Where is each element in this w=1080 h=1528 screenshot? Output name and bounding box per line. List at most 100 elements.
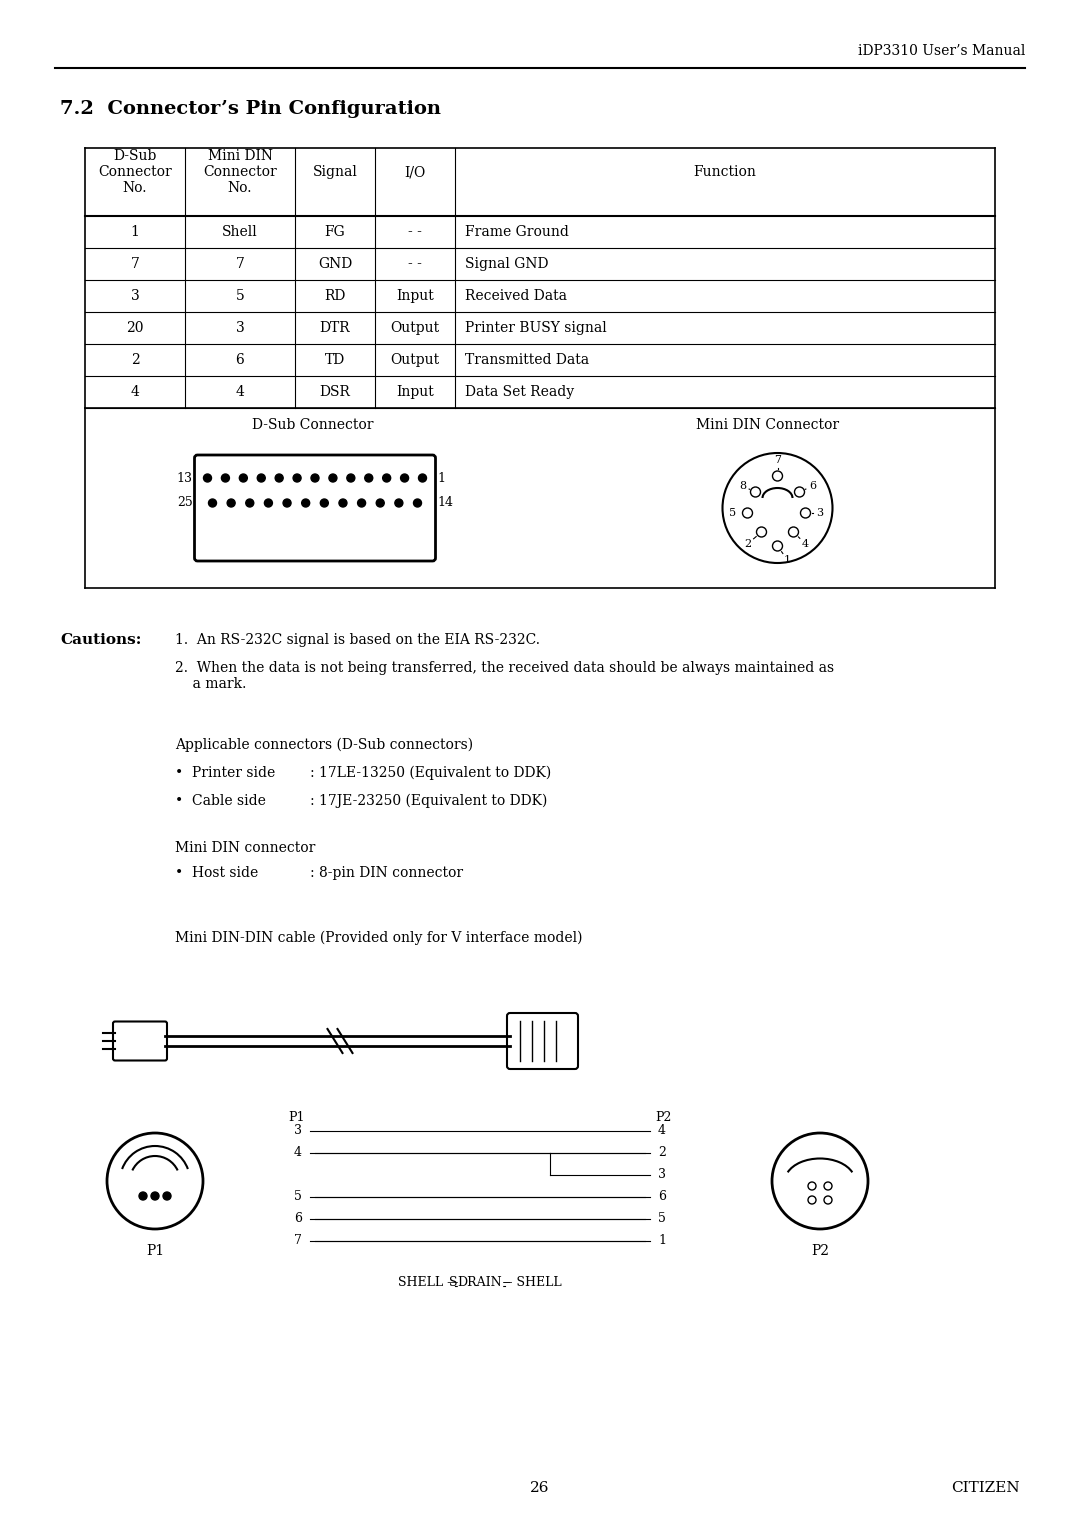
Text: Output: Output — [391, 321, 440, 335]
Circle shape — [772, 541, 783, 552]
Text: iDP3310 User’s Manual: iDP3310 User’s Manual — [858, 44, 1025, 58]
Text: 14: 14 — [437, 497, 454, 509]
Circle shape — [163, 1192, 171, 1199]
Circle shape — [401, 474, 408, 481]
FancyBboxPatch shape — [113, 1022, 167, 1060]
Text: 1: 1 — [131, 225, 139, 238]
Text: 8: 8 — [739, 481, 746, 490]
Circle shape — [723, 452, 833, 562]
Text: Cautions:: Cautions: — [60, 633, 141, 646]
Text: Output: Output — [391, 353, 440, 367]
FancyBboxPatch shape — [507, 1013, 578, 1070]
Text: GND: GND — [318, 257, 352, 270]
Text: 1: 1 — [784, 555, 791, 565]
Circle shape — [800, 507, 810, 518]
Circle shape — [824, 1196, 832, 1204]
Text: Mini DIN Connector: Mini DIN Connector — [696, 419, 839, 432]
Text: 3: 3 — [235, 321, 244, 335]
FancyBboxPatch shape — [194, 455, 435, 561]
Text: 7: 7 — [131, 257, 139, 270]
Circle shape — [203, 474, 212, 481]
Circle shape — [221, 474, 229, 481]
Circle shape — [365, 474, 373, 481]
Circle shape — [824, 1183, 832, 1190]
Text: Mini DIN
Connector
No.: Mini DIN Connector No. — [203, 148, 276, 196]
Text: 5: 5 — [294, 1190, 302, 1204]
Text: SHELL —: SHELL — — [399, 1276, 460, 1290]
Text: 7: 7 — [774, 455, 781, 465]
Text: 5: 5 — [658, 1213, 666, 1225]
Text: TD: TD — [325, 353, 346, 367]
Circle shape — [246, 500, 254, 507]
Text: : 17LE-13250 (Equivalent to DDK): : 17LE-13250 (Equivalent to DDK) — [310, 766, 551, 781]
Circle shape — [395, 500, 403, 507]
Text: 2: 2 — [658, 1146, 666, 1160]
Text: 6: 6 — [658, 1190, 666, 1204]
Text: D-Sub
Connector
No.: D-Sub Connector No. — [98, 148, 172, 196]
Circle shape — [265, 500, 272, 507]
Circle shape — [376, 500, 384, 507]
Circle shape — [227, 500, 235, 507]
Text: I/O: I/O — [404, 165, 426, 179]
Circle shape — [240, 474, 247, 481]
Text: CITIZEN: CITIZEN — [951, 1481, 1020, 1494]
Text: 7.2  Connector’s Pin Configuration: 7.2 Connector’s Pin Configuration — [60, 99, 441, 118]
Text: : 17JE-23250 (Equivalent to DDK): : 17JE-23250 (Equivalent to DDK) — [310, 795, 548, 808]
Text: - -: - - — [408, 225, 422, 238]
Text: 2: 2 — [744, 539, 751, 549]
Text: 7: 7 — [294, 1235, 302, 1247]
Text: 3: 3 — [131, 289, 139, 303]
Text: 25: 25 — [177, 497, 192, 509]
Text: •  Cable side: • Cable side — [175, 795, 266, 808]
Circle shape — [772, 471, 783, 481]
Text: FG: FG — [325, 225, 346, 238]
Text: 1: 1 — [437, 472, 446, 484]
Circle shape — [257, 474, 266, 481]
Circle shape — [339, 500, 347, 507]
Text: Transmitted Data: Transmitted Data — [465, 353, 589, 367]
Text: Received Data: Received Data — [465, 289, 567, 303]
Text: 2.  When the data is not being transferred, the received data should be always m: 2. When the data is not being transferre… — [175, 662, 834, 691]
Text: 6: 6 — [809, 481, 816, 490]
Circle shape — [772, 1132, 868, 1229]
Text: 4: 4 — [131, 385, 139, 399]
Circle shape — [357, 500, 366, 507]
Text: - -: - - — [408, 257, 422, 270]
Circle shape — [419, 474, 427, 481]
Text: — SHELL: — SHELL — [500, 1276, 562, 1290]
Text: P1: P1 — [288, 1111, 305, 1125]
Text: Printer BUSY signal: Printer BUSY signal — [465, 321, 607, 335]
Text: 5: 5 — [729, 507, 737, 518]
Text: Mini DIN connector: Mini DIN connector — [175, 840, 315, 856]
Circle shape — [347, 474, 355, 481]
Text: 4: 4 — [802, 539, 809, 549]
Text: 2: 2 — [131, 353, 139, 367]
Circle shape — [743, 507, 753, 518]
Text: Input: Input — [396, 289, 434, 303]
Text: RD: RD — [324, 289, 346, 303]
Circle shape — [382, 474, 391, 481]
Text: 3: 3 — [815, 507, 823, 518]
Circle shape — [808, 1196, 816, 1204]
Text: •  Host side: • Host side — [175, 866, 258, 880]
Text: 6: 6 — [235, 353, 244, 367]
Text: SHELL —: SHELL — — [449, 1276, 511, 1290]
Circle shape — [275, 474, 283, 481]
Text: •  Printer side: • Printer side — [175, 766, 275, 779]
Circle shape — [139, 1192, 147, 1199]
Text: 4: 4 — [235, 385, 244, 399]
Circle shape — [751, 487, 760, 497]
Text: P2: P2 — [811, 1244, 829, 1258]
Circle shape — [788, 527, 798, 536]
Text: 20: 20 — [126, 321, 144, 335]
Text: 1: 1 — [658, 1235, 666, 1247]
Text: DSR: DSR — [320, 385, 350, 399]
Text: 6: 6 — [294, 1213, 302, 1225]
Text: P2: P2 — [654, 1111, 672, 1125]
Text: P1: P1 — [146, 1244, 164, 1258]
Text: Data Set Ready: Data Set Ready — [465, 385, 575, 399]
Circle shape — [283, 500, 291, 507]
Text: 7: 7 — [235, 257, 244, 270]
Circle shape — [329, 474, 337, 481]
Text: Shell: Shell — [222, 225, 258, 238]
